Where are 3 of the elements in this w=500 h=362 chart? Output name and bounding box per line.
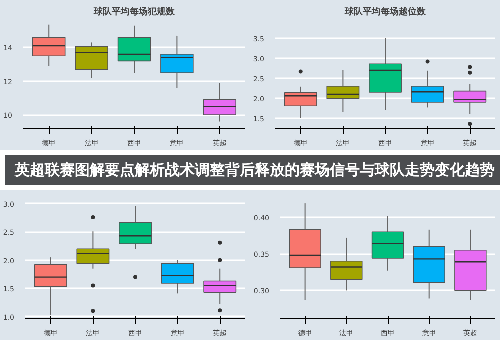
- chart-title: 球队平均每场越位数: [344, 6, 427, 18]
- text: 英超联赛图解要点解析战术调整背后释放的赛场信号与球队走势变化趋势: [15, 160, 495, 181]
- chart-title: 球队平均每场犯规数: [93, 6, 176, 18]
